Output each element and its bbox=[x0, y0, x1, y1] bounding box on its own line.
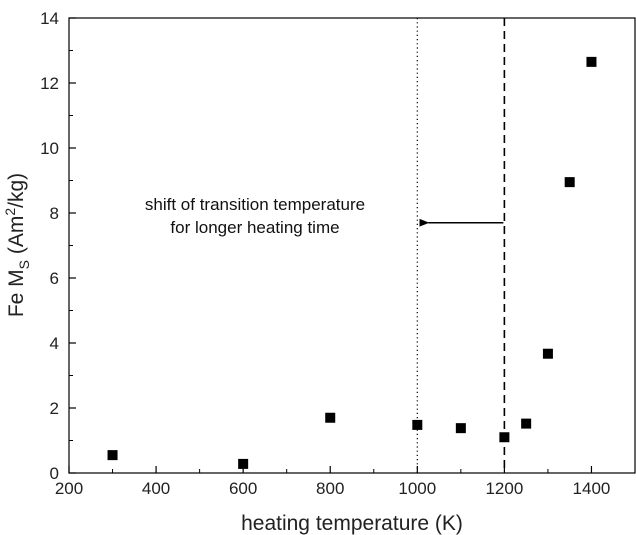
y-tick-label: 14 bbox=[40, 9, 59, 28]
x-tick-label: 800 bbox=[316, 479, 344, 498]
data-point bbox=[521, 418, 532, 429]
data-point bbox=[455, 423, 466, 434]
y-tick-label: 0 bbox=[50, 464, 59, 483]
data-point bbox=[412, 419, 423, 430]
data-point bbox=[325, 412, 336, 423]
y-axis-title-prefix: Fe M bbox=[5, 269, 28, 317]
y-tick-label: 6 bbox=[50, 269, 59, 288]
y-axis-title: Fe MS (Am2/kg) bbox=[2, 173, 32, 317]
annotation-line-1: shift of transition temperature bbox=[145, 195, 365, 214]
y-axis-title-superscript: 2 bbox=[2, 208, 18, 216]
x-tick-label: 400 bbox=[142, 479, 170, 498]
x-axis-title: heating temperature (K) bbox=[241, 512, 463, 535]
data-points bbox=[107, 56, 597, 469]
data-point bbox=[107, 450, 118, 461]
data-point bbox=[499, 432, 510, 443]
y-tick-label: 2 bbox=[50, 399, 59, 418]
x-tick-label: 1400 bbox=[573, 479, 611, 498]
y-axis-title-subscript: S bbox=[16, 260, 32, 269]
data-point bbox=[238, 458, 249, 469]
y-tick-label: 4 bbox=[50, 334, 59, 353]
y-tick-label: 8 bbox=[50, 204, 59, 223]
y-axis-title-unit-open: (Am bbox=[5, 216, 28, 260]
y-tick-labels: 0 2 4 6 8 10 12 14 bbox=[40, 9, 59, 483]
x-tick-label: 1000 bbox=[398, 479, 436, 498]
annotation-line-2: for longer heating time bbox=[170, 218, 339, 237]
x-tick-label: 600 bbox=[229, 479, 257, 498]
data-point bbox=[564, 177, 575, 188]
y-tick-label: 12 bbox=[40, 74, 59, 93]
data-point bbox=[586, 56, 597, 67]
reference-lines bbox=[416, 18, 506, 473]
x-tick-label: 200 bbox=[55, 479, 83, 498]
y-axis-title-unit-close: /kg) bbox=[5, 173, 28, 208]
axis-ticks bbox=[68, 17, 593, 474]
data-point bbox=[542, 348, 553, 359]
x-tick-label: 1200 bbox=[485, 479, 523, 498]
x-tick-labels: 200 400 600 800 1000 1200 1400 bbox=[55, 479, 611, 498]
plot-frame bbox=[68, 17, 636, 474]
y-tick-label: 10 bbox=[40, 139, 59, 158]
